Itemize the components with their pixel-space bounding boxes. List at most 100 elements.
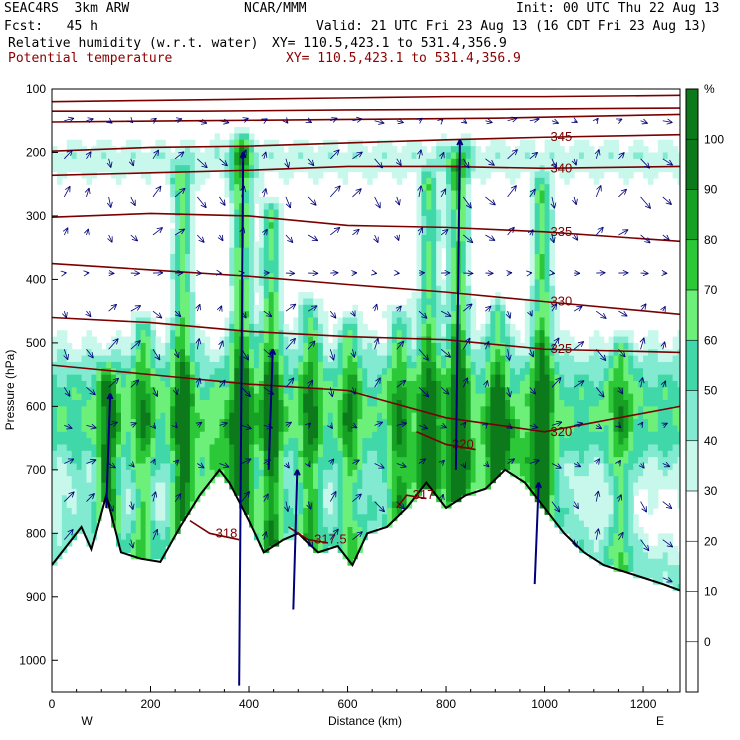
wind-vector-head [488, 163, 495, 166]
wind-vector [307, 158, 315, 166]
wind-vector-head [401, 422, 408, 428]
x-tick-label: 600 [338, 697, 358, 711]
wind-vector-head [127, 120, 133, 124]
wind-vector-head [261, 188, 267, 194]
wind-vector-head [133, 159, 135, 167]
wind-vector-head [510, 185, 517, 189]
model-label: SEAC4RS 3km ARW [4, 1, 130, 16]
colorbar-swatch [686, 641, 698, 692]
wind-vector-head [175, 422, 178, 429]
theta-contour-label: 317 [413, 487, 435, 502]
wind-vector-head [592, 117, 599, 122]
wind-vector-head [595, 427, 602, 430]
wind-vector [285, 196, 291, 209]
y-tick-label: 1000 [19, 653, 46, 667]
wind-vector-head [331, 117, 338, 119]
wind-vector-head [198, 422, 203, 428]
wind-vector [640, 377, 644, 388]
wind-vector [640, 234, 651, 244]
wind-vector-head [112, 338, 119, 342]
wind-vector [307, 379, 313, 388]
wind-vector-head [157, 149, 160, 156]
wind-vector-head [526, 272, 533, 277]
x-tick-label: 800 [436, 697, 456, 711]
wind-vector-head [157, 269, 164, 274]
theta-contour [52, 316, 680, 354]
wind-vector-head [622, 152, 625, 159]
updraft-vector [292, 469, 299, 610]
wind-vector-head [307, 544, 313, 549]
wind-vector-head [447, 311, 452, 317]
wind-vector [396, 501, 405, 510]
wind-vector-head [488, 305, 492, 312]
wind-vector-head [330, 315, 337, 319]
wind-vector [573, 539, 578, 548]
wind-vector-head [69, 458, 75, 464]
wind-vector-head [444, 355, 451, 358]
colorbar-label: 0 [704, 635, 711, 649]
wind-vector [462, 196, 472, 209]
wind-vector-head [643, 118, 648, 124]
wind-vector [574, 422, 583, 426]
wind-vector [352, 459, 360, 464]
wind-vector-head [549, 238, 555, 244]
wind-vector-head [204, 201, 207, 208]
wind-vector-head [109, 466, 116, 469]
wind-vector [152, 349, 161, 361]
wind-vector-head [247, 354, 249, 361]
wind-vector-head [424, 312, 428, 319]
wind-vector-head [380, 162, 383, 169]
wind-vector-head [196, 270, 203, 274]
wind-vector-head [159, 185, 162, 193]
wind-vector [662, 501, 673, 509]
wind-vector [352, 228, 360, 236]
wind-vector-head [512, 227, 515, 234]
wind-vector-head [333, 149, 340, 153]
wind-vector-head [153, 149, 159, 154]
wind-vector-head [666, 122, 673, 125]
wind-vector-head [92, 493, 95, 500]
wind-vector [86, 118, 94, 122]
wind-vector [130, 305, 141, 312]
wind-vector-head [173, 353, 179, 359]
wind-vector [329, 310, 337, 319]
wind-vector-head [288, 161, 291, 168]
wind-vector-head [419, 270, 425, 274]
wind-vector-head [155, 316, 162, 319]
wind-vector-head [177, 118, 183, 124]
wind-vector-head [71, 491, 75, 498]
y-tick-label: 700 [26, 463, 46, 477]
wind-vector-head [578, 422, 584, 428]
wind-vector [396, 340, 405, 350]
theta-contour [396, 494, 427, 509]
wind-vector [63, 227, 69, 236]
colorbar-label: 90 [704, 183, 718, 197]
wind-vector-head [379, 119, 385, 124]
wind-vector-head [417, 185, 422, 191]
wind-vector-head [332, 272, 339, 276]
wind-vector-head [533, 188, 536, 195]
wind-vector-head [306, 504, 312, 510]
wind-vector-head [621, 387, 624, 394]
wind-vector-head [669, 541, 674, 548]
wind-vector-head [529, 391, 536, 395]
wind-vector [130, 158, 134, 167]
wind-vector [573, 305, 583, 312]
wind-vector-head [266, 531, 268, 538]
wind-vector-head [178, 228, 185, 231]
field2-title: Potential temperature [8, 51, 173, 66]
wind-vector [596, 425, 602, 430]
wind-vector [440, 348, 451, 358]
wind-vector [329, 387, 333, 397]
wind-vector-head [152, 392, 158, 397]
wind-vector [529, 459, 540, 464]
colorbar-swatch [686, 239, 698, 290]
wind-vector-head [202, 119, 208, 124]
wind-vector-head [313, 340, 316, 347]
wind-vector-head [312, 159, 315, 166]
wind-vector [130, 340, 141, 350]
wind-vector [418, 149, 422, 159]
wind-vector [86, 151, 92, 160]
wind-vector [485, 380, 488, 388]
wind-vector [418, 387, 430, 398]
